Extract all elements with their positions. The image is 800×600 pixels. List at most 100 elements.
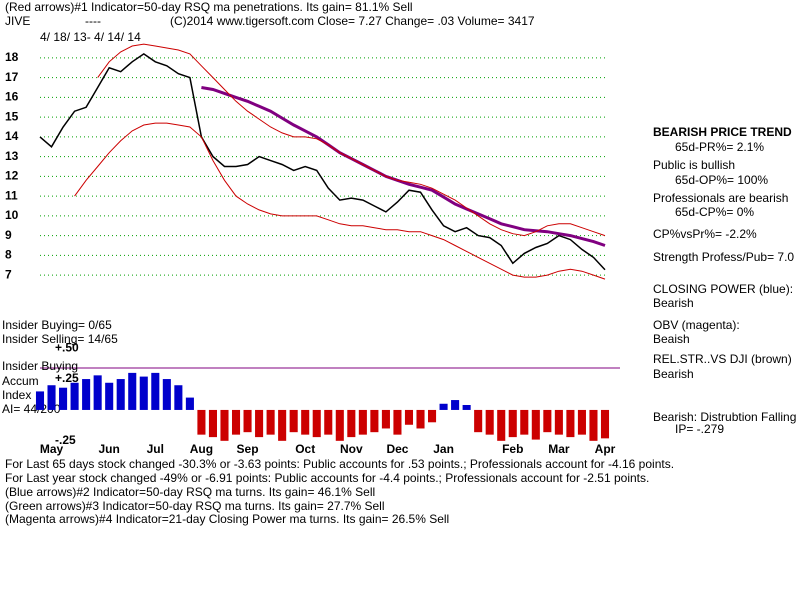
- side-note: Beaish: [653, 332, 690, 346]
- footer-line: (Blue arrows)#2 Indicator=50-day RSQ ma …: [5, 485, 375, 499]
- side-note: CP%vsPr%= -2.2%: [653, 227, 757, 241]
- side-note: OBV (magenta):: [653, 318, 740, 332]
- accum-bar: [231, 409, 241, 435]
- dashes: ----: [85, 14, 101, 28]
- side-note: Professionals are bearish: [653, 191, 788, 205]
- x-tick-label: Aug: [190, 442, 213, 456]
- indicator-title: (Red arrows)#1 Indicator=50-day RSQ ma p…: [5, 0, 413, 14]
- accum-bar: [439, 403, 448, 410]
- accum-bar: [139, 376, 148, 410]
- y-tick-label: 14: [5, 129, 19, 143]
- accum-bar: [289, 409, 298, 433]
- series-line: [97, 43, 606, 237]
- accum-bar: [116, 379, 125, 410]
- side-note: 65d-CP%= 0%: [675, 205, 754, 219]
- accum-bar: [335, 409, 344, 441]
- accum-bar: [312, 409, 321, 438]
- accum-bar: [220, 409, 229, 441]
- footer-line: For Last 65 days stock changed -30.3% or…: [5, 457, 674, 471]
- x-tick-label: Sep: [237, 442, 259, 456]
- accum-bar: [589, 409, 598, 441]
- x-tick-label: Mar: [548, 442, 570, 456]
- accum-bar: [174, 385, 183, 410]
- side-note: CLOSING POWER (blue):: [653, 282, 793, 296]
- y-tick-label: 13: [5, 149, 19, 163]
- accum-bar: [358, 409, 367, 435]
- y-tick-label: +.25: [55, 371, 79, 385]
- accum-bar: [243, 409, 252, 433]
- accum-bar: [105, 382, 114, 410]
- accum-bar: [600, 409, 610, 439]
- accum-bar: [531, 409, 540, 440]
- date-range: 4/ 18/ 13- 4/ 14/ 14: [40, 30, 141, 44]
- y-tick-label: 7: [5, 267, 12, 281]
- accum-bar: [93, 375, 102, 410]
- accum-bar: [208, 409, 217, 438]
- accum-bar: [185, 397, 194, 410]
- accum-bar: [301, 409, 310, 435]
- quote: (C)2014 www.tigersoft.com Close= 7.27 Ch…: [170, 14, 535, 28]
- accum-bar: [474, 409, 483, 433]
- left-note: Insider Selling= 14/65: [2, 332, 118, 346]
- accum-bar: [82, 379, 91, 410]
- accum-bar: [451, 400, 460, 410]
- y-tick-label: 10: [5, 208, 19, 222]
- accum-bar: [70, 382, 79, 410]
- x-tick-label: Jan: [433, 442, 454, 456]
- left-note: Index: [2, 388, 31, 402]
- y-tick-label: 16: [5, 90, 19, 104]
- side-note: Strength Profess/Pub= 7.0: [653, 250, 794, 264]
- x-tick-label: Jul: [147, 442, 164, 456]
- accum-bar: [577, 409, 586, 435]
- series-line: [39, 52, 606, 271]
- accum-bar: [485, 409, 494, 435]
- accum-bar: [554, 409, 563, 435]
- accum-bar: [393, 409, 402, 435]
- y-tick-label: +.50: [55, 340, 79, 354]
- side-note: Bearish: [653, 367, 694, 381]
- side-note: REL.STR..VS DJI (brown): [653, 352, 792, 366]
- accum-bar: [520, 409, 529, 435]
- y-tick-label: 9: [5, 228, 12, 242]
- accum-bar: [497, 409, 506, 441]
- y-tick-label: 17: [5, 70, 19, 84]
- accum-bar: [162, 379, 171, 410]
- accum-bar: [151, 372, 160, 410]
- y-tick-label: 15: [5, 109, 19, 123]
- left-note: Insider Buying: [2, 359, 78, 373]
- side-note: Bearish: [653, 296, 694, 310]
- accum-bar: [59, 387, 68, 410]
- y-tick-label: 12: [5, 169, 19, 183]
- x-tick-label: Nov: [340, 442, 363, 456]
- x-tick-label: Jun: [99, 442, 120, 456]
- accum-bar: [128, 372, 137, 410]
- footer-line: (Magenta arrows)#4 Indicator=21-day Clos…: [5, 512, 449, 526]
- x-tick-label: Feb: [502, 442, 523, 456]
- accum-bar: [347, 409, 356, 438]
- accum-bar: [508, 409, 517, 438]
- accum-bar: [255, 409, 264, 438]
- accum-bar: [462, 405, 471, 410]
- x-tick-label: Apr: [595, 442, 616, 456]
- accum-bar: [278, 409, 287, 441]
- accum-bar: [370, 409, 379, 433]
- y-tick-label: 11: [5, 188, 18, 202]
- side-note: IP= -.279: [675, 422, 724, 436]
- footer-line: For Last year stock changed -49% or -6.9…: [5, 471, 649, 485]
- accum-bar: [197, 409, 206, 435]
- y-tick-label: 18: [5, 50, 19, 64]
- footer-line: (Green arrows)#3 Indicator=50-day RSQ ma…: [5, 499, 385, 513]
- y-tick-label: -.25: [55, 433, 76, 447]
- ticker: JIVE: [5, 14, 30, 28]
- accum-bar: [381, 409, 390, 429]
- accum-bar: [47, 385, 56, 410]
- y-tick-label: 8: [5, 248, 12, 262]
- accum-bar: [543, 409, 552, 433]
- accum-bar: [35, 391, 45, 410]
- accum-bar: [324, 409, 333, 435]
- side-note: 65d-OP%= 100%: [675, 173, 768, 187]
- accum-bar: [416, 409, 425, 429]
